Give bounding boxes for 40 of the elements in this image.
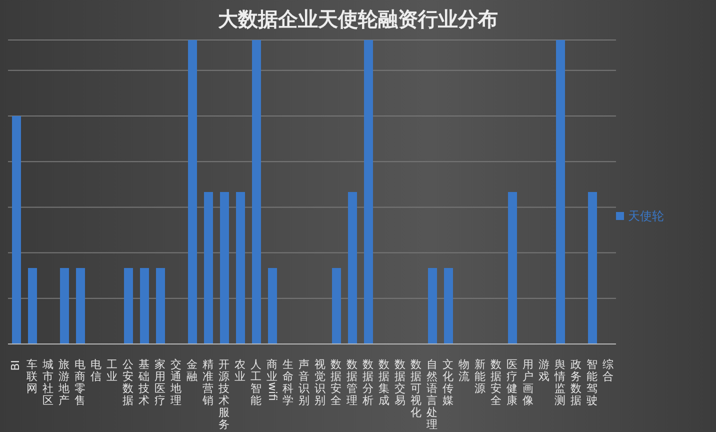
x-tick-label: 文化传媒 xyxy=(442,358,454,407)
x-tick-label: 精准营销 xyxy=(202,358,214,407)
x-tick-label: BI xyxy=(9,360,22,371)
x-tick-label: 数据交易 xyxy=(394,358,406,407)
x-tick-label: 数据分析 xyxy=(362,358,374,407)
x-tick-label: 数据管理 xyxy=(346,358,358,407)
x-tick-label: 自然语言处理 xyxy=(426,358,438,431)
x-tick-label: 声音识别 xyxy=(298,358,310,407)
x-tick-label: 舆情监测 xyxy=(554,358,566,407)
x-tick-label: 数据安全 xyxy=(490,358,502,407)
x-tick-label: 医疗健康 xyxy=(506,358,518,407)
x-tick-label: 游戏 xyxy=(538,358,550,383)
x-tick-label: 人工智能 xyxy=(250,358,262,407)
x-tick-label: 用户画像 xyxy=(522,358,534,407)
x-tick-label: 商业wifi xyxy=(266,358,279,401)
x-tick-label: 开源技术服务 xyxy=(218,358,230,431)
chart-title: 大数据企业天使轮融资行业分布 xyxy=(217,6,499,33)
x-tick-label: 城市社区 xyxy=(42,358,54,407)
x-tick-label: 家用医疗 xyxy=(154,358,166,407)
x-tick-label: 工业 xyxy=(106,358,118,383)
x-tick-label: 交通地理 xyxy=(170,358,182,407)
x-tick-label: 农业 xyxy=(234,358,246,383)
x-tick-label: 金融 xyxy=(186,358,198,383)
x-tick-label: 基础技术 xyxy=(138,358,150,407)
x-tick-label: 生命科学 xyxy=(282,358,294,407)
x-tick-label: 综合 xyxy=(602,358,614,383)
x-tick-label: 公安数据 xyxy=(122,358,134,407)
x-tick-label: 智能驾驶 xyxy=(586,358,598,407)
x-tick-label: 视觉识别 xyxy=(314,358,326,407)
x-tick-label: 数据安全 xyxy=(330,358,342,407)
x-tick-label: 车联网 xyxy=(26,358,38,395)
x-tick-label: 新能源 xyxy=(474,358,486,395)
x-tick-label: 数据可视化 xyxy=(410,358,422,419)
x-tick-label: 电商零售 xyxy=(74,358,86,407)
x-tick-label: 数据集成 xyxy=(378,358,390,407)
x-tick-label: 电信 xyxy=(90,358,102,383)
x-tick-label: 物流 xyxy=(458,358,470,383)
x-tick-label: 政务数据 xyxy=(570,358,582,407)
legend-label: 天使轮 xyxy=(628,208,664,222)
x-tick-label: 旅游地产 xyxy=(58,358,70,407)
